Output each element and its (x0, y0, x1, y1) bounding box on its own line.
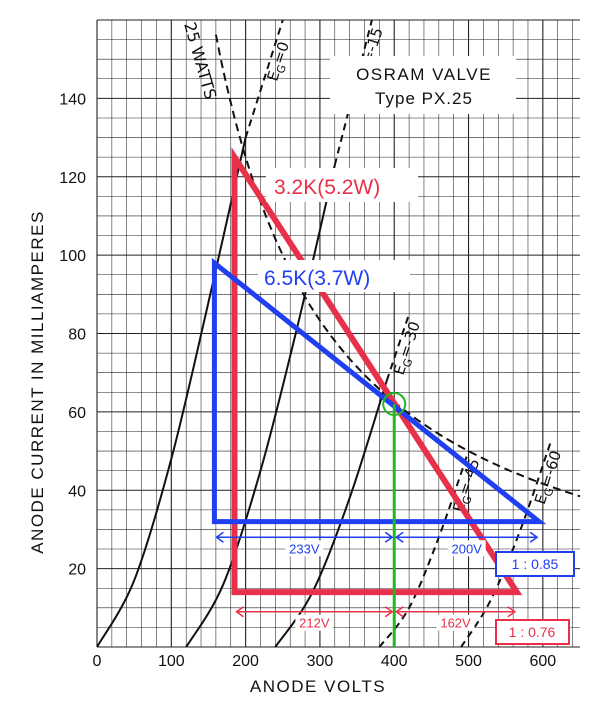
load-line-triangle-1 (211, 257, 547, 525)
x-axis-label: ANODE VOLTS (250, 677, 386, 696)
dimension-arrow-right (529, 531, 539, 543)
load-line-triangle-0 (231, 147, 523, 596)
title-box (330, 56, 516, 114)
grid-curve-1 (185, 164, 336, 648)
dimension-arrow-right (507, 606, 517, 618)
x-tick-label: 0 (93, 653, 102, 670)
dimension-label-bg (447, 540, 486, 557)
x-tick-label: 400 (381, 653, 408, 670)
load-line-overlays: 233V 200V 212V 162V (211, 147, 547, 647)
dimension-label: 212V (299, 616, 330, 631)
grid-curve-0 (96, 137, 247, 648)
y-tick-label: 80 (68, 327, 86, 344)
x-tick-label: 100 (158, 653, 185, 670)
y-tick-label: 40 (68, 483, 86, 500)
blue-load-line-label: 6.5K(3.7W) (264, 267, 370, 290)
grid-curve-label: EG=0 (263, 39, 295, 84)
x-tick-label: 200 (232, 653, 259, 670)
red-ratio-text: 1 : 0.76 (509, 624, 556, 640)
dimension-arrow-left (215, 531, 224, 543)
dimension-arrow-left (394, 606, 404, 618)
dimension-arrow-right (384, 531, 394, 543)
grid-curve-3 (378, 450, 470, 648)
blue-load-label-bg (258, 260, 410, 292)
blue-ratio-text: 1 : 0.85 (512, 556, 559, 572)
blue-ratio-box (495, 551, 575, 577)
y-tick-label: 140 (59, 91, 86, 108)
grid-curve-tail-0 (244, 19, 284, 138)
x-tick-label: 300 (307, 653, 334, 670)
dimension-arrow-left (235, 606, 244, 618)
dimension-label-bg (295, 614, 334, 631)
red-ratio-box (495, 619, 570, 645)
chart-subtitle: Type PX.25 (375, 89, 473, 108)
x-tick-label: 500 (455, 653, 482, 670)
dimension-label: 233V (289, 541, 320, 556)
y-axis-label: ANODE CURRENT IN MILLIAMPERES (28, 210, 47, 554)
dimension-arrow-left (394, 531, 404, 543)
dimension-arrow-right (384, 606, 394, 618)
operating-point-circle (382, 392, 407, 417)
y-tick-label: 100 (59, 248, 86, 265)
chart-title: OSRAM VALVE (356, 65, 492, 84)
x-tick-label: 600 (529, 653, 556, 670)
dimension-label-bg (436, 614, 475, 631)
grid-curve-tail-2 (385, 313, 411, 381)
tick-labels: 0 100 200 300 400 500 600 20 40 60 80 100 120 140 (59, 91, 556, 670)
dimension-label: 162V (440, 616, 471, 631)
y-tick-label: 60 (68, 405, 86, 422)
red-load-label-bg (266, 168, 418, 202)
dimension-label: 200V (451, 541, 482, 556)
red-load-line-label: 3.2K(5.2W) (274, 176, 380, 199)
dimension-label-bg (285, 540, 324, 557)
y-tick-label: 120 (59, 170, 86, 187)
y-tick-label: 20 (68, 562, 86, 579)
